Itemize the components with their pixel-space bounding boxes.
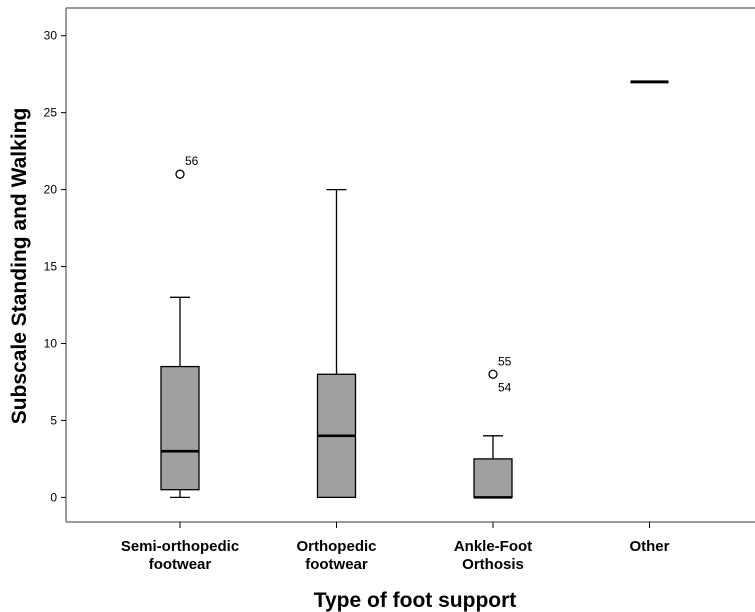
outlier-label: 55 [498, 354, 512, 368]
y-tick-label: 0 [50, 490, 57, 504]
x-category-label: Orthopedic [296, 538, 376, 555]
x-category-label: Ankle-Foot [454, 538, 532, 555]
y-tick-label: 10 [44, 336, 58, 350]
box-group [316, 188, 357, 499]
y-tick-label: 30 [44, 29, 58, 43]
plot-frame [65, 7, 755, 523]
outlier-point [488, 369, 498, 379]
box-group: 55 54 [473, 354, 513, 499]
y-tick-label: 5 [50, 413, 57, 427]
x-category-label: Semi-orthopedic [121, 538, 239, 555]
x-axis-title: Type of foot support [314, 589, 517, 612]
x-category-label: footwear [149, 556, 212, 573]
box-iqr [160, 365, 200, 491]
x-category-label: footwear [305, 556, 368, 573]
box-series: 56 55 54 [160, 80, 669, 499]
box-iqr [473, 458, 513, 499]
outlier-label: 56 [185, 154, 199, 168]
box-group: 56 [160, 154, 200, 499]
y-tick-label: 20 [44, 183, 58, 197]
x-axis: Semi-orthopedicfootwearOrthopedicfootwea… [121, 522, 670, 573]
outlier-point [175, 169, 185, 179]
outlier-label: 54 [498, 380, 512, 394]
y-axis-title: Subscale Standing and Walking [8, 108, 31, 425]
x-category-label: Orthosis [462, 556, 524, 573]
x-category-label: Other [629, 538, 669, 555]
y-tick-label: 15 [44, 260, 58, 274]
y-axis: 0 5 10 15 20 25 30 [44, 29, 66, 504]
y-tick-label: 25 [44, 106, 58, 120]
